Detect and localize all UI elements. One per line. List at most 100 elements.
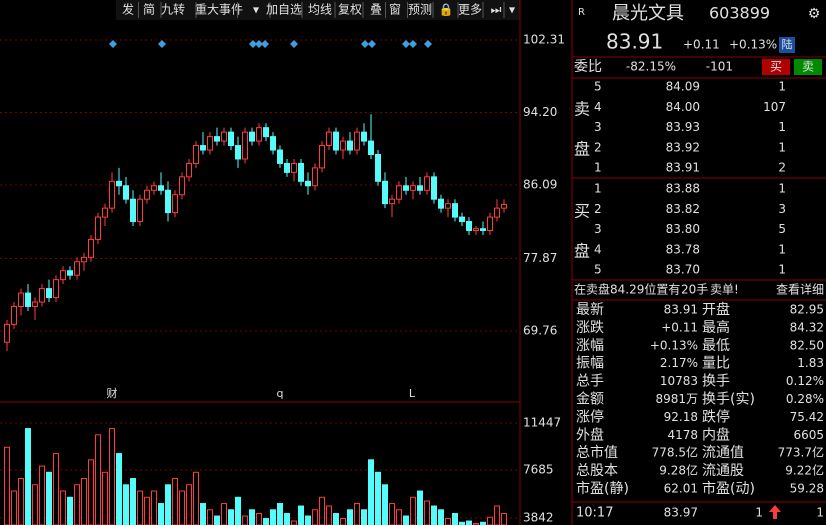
candle-body	[39, 288, 45, 303]
volume-bar	[137, 490, 143, 525]
stat-value: 9.22亿	[785, 463, 824, 478]
event-marker[interactable]	[261, 40, 269, 48]
toolbar-button[interactable]: ⏭	[491, 3, 502, 17]
toolbar-button[interactable]: 简	[143, 3, 155, 17]
candle-body	[480, 228, 486, 231]
toolbar-button[interactable]: 窗	[389, 3, 401, 17]
stat-label: 跌停	[702, 408, 730, 425]
toolbar-button[interactable]: 均线	[308, 3, 332, 17]
event-marker[interactable]	[368, 40, 376, 48]
toolbar-button[interactable]: 更多	[458, 3, 482, 17]
candle-body	[123, 185, 129, 200]
toolbar-button[interactable]: 预测	[408, 3, 432, 17]
volume-bar	[347, 509, 353, 525]
book-level: 5	[594, 80, 602, 94]
volume-bar	[207, 509, 213, 525]
candle-body	[214, 136, 220, 142]
toolbar-button[interactable]: 发	[122, 2, 134, 17]
volume-bar	[431, 505, 437, 525]
volume-bar	[403, 515, 409, 525]
book-price: 83.80	[666, 222, 700, 236]
stat-label: 流通股	[702, 463, 744, 479]
stat-label: 外盘	[576, 426, 604, 443]
candle-body	[438, 198, 444, 209]
notice-link[interactable]: 查看详细	[776, 282, 824, 297]
market-badge-text: 陆	[782, 37, 793, 51]
y-tick-label: 77.87	[523, 251, 557, 265]
event-marker[interactable]	[402, 40, 410, 48]
volume-bar	[242, 515, 248, 525]
toolbar-button[interactable]: 加自选	[266, 3, 302, 17]
event-marker[interactable]	[109, 40, 117, 48]
candle-body	[487, 216, 493, 231]
candle-body	[11, 305, 17, 325]
sell-button[interactable]	[794, 59, 822, 75]
candle-body	[410, 185, 416, 191]
candle-body	[67, 270, 73, 276]
price-change-pct: +0.13%	[729, 38, 777, 52]
settings-icon[interactable]: ⚙	[808, 6, 821, 22]
volume-bar	[46, 471, 52, 525]
stat-value: +0.13%	[650, 338, 698, 352]
candle-body	[396, 185, 402, 200]
stat-value: 82.95	[790, 303, 824, 317]
event-marker[interactable]	[255, 40, 263, 48]
candle-body	[459, 216, 465, 223]
volume-bar	[151, 490, 157, 525]
event-marker[interactable]	[158, 40, 166, 48]
stat-value: 0.28%	[786, 392, 824, 406]
event-marker[interactable]	[249, 40, 257, 48]
volume-bar	[438, 509, 444, 525]
toolbar-button[interactable]: 叠	[370, 3, 382, 17]
toolbar-button[interactable]: 九转	[161, 2, 185, 17]
event-marker[interactable]	[361, 40, 369, 48]
volume-bar	[410, 496, 416, 525]
candle-body	[270, 136, 276, 151]
stat-label: 换手(实)	[702, 391, 755, 408]
candle-body	[382, 180, 388, 205]
volume-bar	[382, 484, 388, 525]
event-marker[interactable]	[424, 40, 432, 48]
volume-bar	[214, 515, 220, 525]
candle-body	[25, 292, 31, 307]
volume-bar	[354, 503, 360, 525]
candle-body	[333, 131, 339, 151]
volume-bar	[109, 428, 115, 525]
candle-body	[18, 292, 24, 307]
stat-value: 4178	[667, 428, 698, 442]
volume-bar	[60, 490, 66, 525]
toolbar-button[interactable]: ▾	[253, 3, 259, 17]
book-price: 83.82	[666, 202, 700, 216]
candle-body	[193, 145, 199, 164]
notice-qty: 20手	[681, 283, 708, 297]
toolbar-button[interactable]: 重大事件	[195, 3, 243, 17]
last-price: 83.91	[606, 30, 663, 54]
toolbar-button[interactable]: 复权	[338, 3, 362, 17]
chart-annotation: q	[277, 387, 284, 400]
tick-time: 10:17	[576, 506, 613, 521]
toolbar-button[interactable]: ▾	[509, 3, 515, 17]
toolbar-button[interactable]: 🔒	[439, 3, 454, 17]
stat-value: 82.50	[790, 338, 824, 352]
candle-body	[186, 162, 192, 178]
buy-button-text[interactable]: 买	[770, 60, 782, 74]
candle-body	[389, 198, 395, 205]
volume-bar	[340, 518, 346, 525]
candle-body	[494, 207, 500, 218]
book-label: 盘	[574, 140, 590, 159]
candle-body	[326, 131, 332, 147]
volume-bar	[270, 509, 276, 525]
event-marker[interactable]	[290, 40, 298, 48]
volume-bar	[389, 503, 395, 525]
y-tick-label: 94.20	[523, 105, 557, 119]
weibi-diff: -101	[706, 60, 733, 74]
event-marker[interactable]	[409, 40, 417, 48]
stat-label: 金额	[576, 392, 604, 408]
candle-body	[137, 198, 143, 223]
sell-button-text[interactable]: 卖	[802, 60, 814, 74]
buy-button[interactable]	[762, 59, 790, 75]
book-price: 84.09	[666, 80, 700, 94]
book-level: 4	[594, 100, 602, 114]
market-badge	[779, 37, 795, 53]
